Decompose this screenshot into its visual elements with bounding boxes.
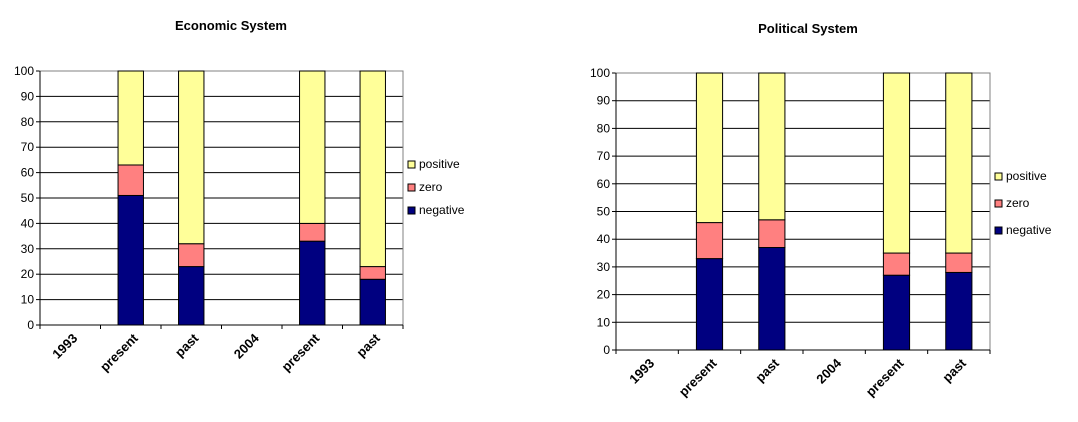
legend-label-zero: zero bbox=[1006, 196, 1030, 210]
y-tick-label: 90 bbox=[21, 89, 35, 103]
legend-swatch-zero bbox=[994, 199, 1003, 208]
y-tick-label: 50 bbox=[21, 191, 35, 205]
x-tick-label: present bbox=[863, 355, 907, 399]
y-tick-label: 20 bbox=[21, 267, 35, 281]
bar-segment-negative bbox=[695, 258, 724, 351]
legend-swatch-zero bbox=[407, 183, 416, 192]
x-tick-label: past bbox=[939, 355, 969, 385]
y-tick-label: 80 bbox=[21, 115, 35, 129]
bar-segment-zero bbox=[695, 222, 724, 260]
y-tick-label: 10 bbox=[597, 315, 611, 329]
bar-segment-zero bbox=[758, 219, 786, 249]
y-tick-label: 70 bbox=[597, 149, 611, 163]
chart-title: Economic System bbox=[175, 18, 287, 33]
bar-segment-positive bbox=[758, 72, 786, 221]
bar-segment-zero bbox=[882, 252, 911, 276]
y-tick-label: 60 bbox=[597, 177, 611, 191]
y-tick-label: 10 bbox=[21, 293, 35, 307]
y-tick-label: 20 bbox=[597, 288, 611, 302]
bar-segment-negative bbox=[117, 194, 144, 326]
bar-segment-positive bbox=[117, 70, 144, 166]
y-tick-label: 0 bbox=[27, 318, 34, 332]
legend-label-positive: positive bbox=[419, 157, 460, 171]
y-tick-label: 30 bbox=[597, 260, 611, 274]
y-tick-label: 90 bbox=[597, 94, 611, 108]
bar-segment-positive bbox=[945, 72, 973, 254]
x-tick-label: present bbox=[676, 355, 720, 399]
bar-segment-zero bbox=[117, 164, 144, 196]
x-tick-label: 1993 bbox=[626, 356, 657, 387]
bar-segment-positive bbox=[299, 70, 326, 224]
y-tick-label: 100 bbox=[590, 66, 610, 80]
y-tick-label: 70 bbox=[21, 140, 35, 154]
y-tick-label: 60 bbox=[21, 166, 35, 180]
bar-segment-positive bbox=[359, 70, 386, 268]
legend-swatch-positive bbox=[407, 160, 416, 169]
bar-segment-positive bbox=[882, 72, 911, 254]
chart-title: Political System bbox=[758, 21, 858, 36]
bar-segment-negative bbox=[758, 247, 786, 351]
bar-segment-zero bbox=[945, 252, 973, 273]
y-tick-label: 40 bbox=[597, 232, 611, 246]
y-tick-label: 80 bbox=[597, 121, 611, 135]
legend-swatch-positive bbox=[994, 172, 1003, 181]
x-tick-label: 2004 bbox=[813, 355, 845, 387]
bar-segment-negative bbox=[882, 274, 911, 351]
y-tick-label: 30 bbox=[21, 242, 35, 256]
bar-segment-positive bbox=[695, 72, 724, 224]
legend-label-positive: positive bbox=[1006, 169, 1047, 183]
legend-swatch-negative bbox=[407, 206, 416, 215]
legend-swatch-negative bbox=[994, 226, 1003, 235]
legend-label-negative: negative bbox=[419, 203, 465, 217]
bar-segment-negative bbox=[178, 266, 205, 326]
bar-segment-negative bbox=[299, 240, 326, 326]
legend-label-negative: negative bbox=[1006, 223, 1052, 237]
bar-segment-negative bbox=[945, 271, 973, 351]
y-tick-label: 40 bbox=[21, 216, 35, 230]
bar-segment-positive bbox=[178, 70, 205, 245]
x-tick-label: past bbox=[752, 355, 782, 385]
legend-label-zero: zero bbox=[419, 180, 443, 194]
y-tick-label: 0 bbox=[603, 343, 610, 357]
y-tick-label: 100 bbox=[14, 64, 34, 78]
y-tick-label: 50 bbox=[597, 205, 611, 219]
